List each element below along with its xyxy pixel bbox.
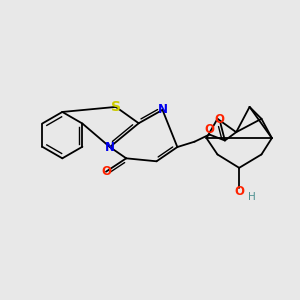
Text: O: O: [204, 123, 214, 136]
Text: O: O: [234, 185, 244, 198]
Text: S: S: [111, 100, 121, 114]
Text: O: O: [101, 165, 111, 178]
Text: H: H: [248, 192, 256, 202]
Text: N: N: [158, 103, 167, 116]
Text: N: N: [105, 140, 115, 154]
Text: O: O: [214, 113, 224, 126]
